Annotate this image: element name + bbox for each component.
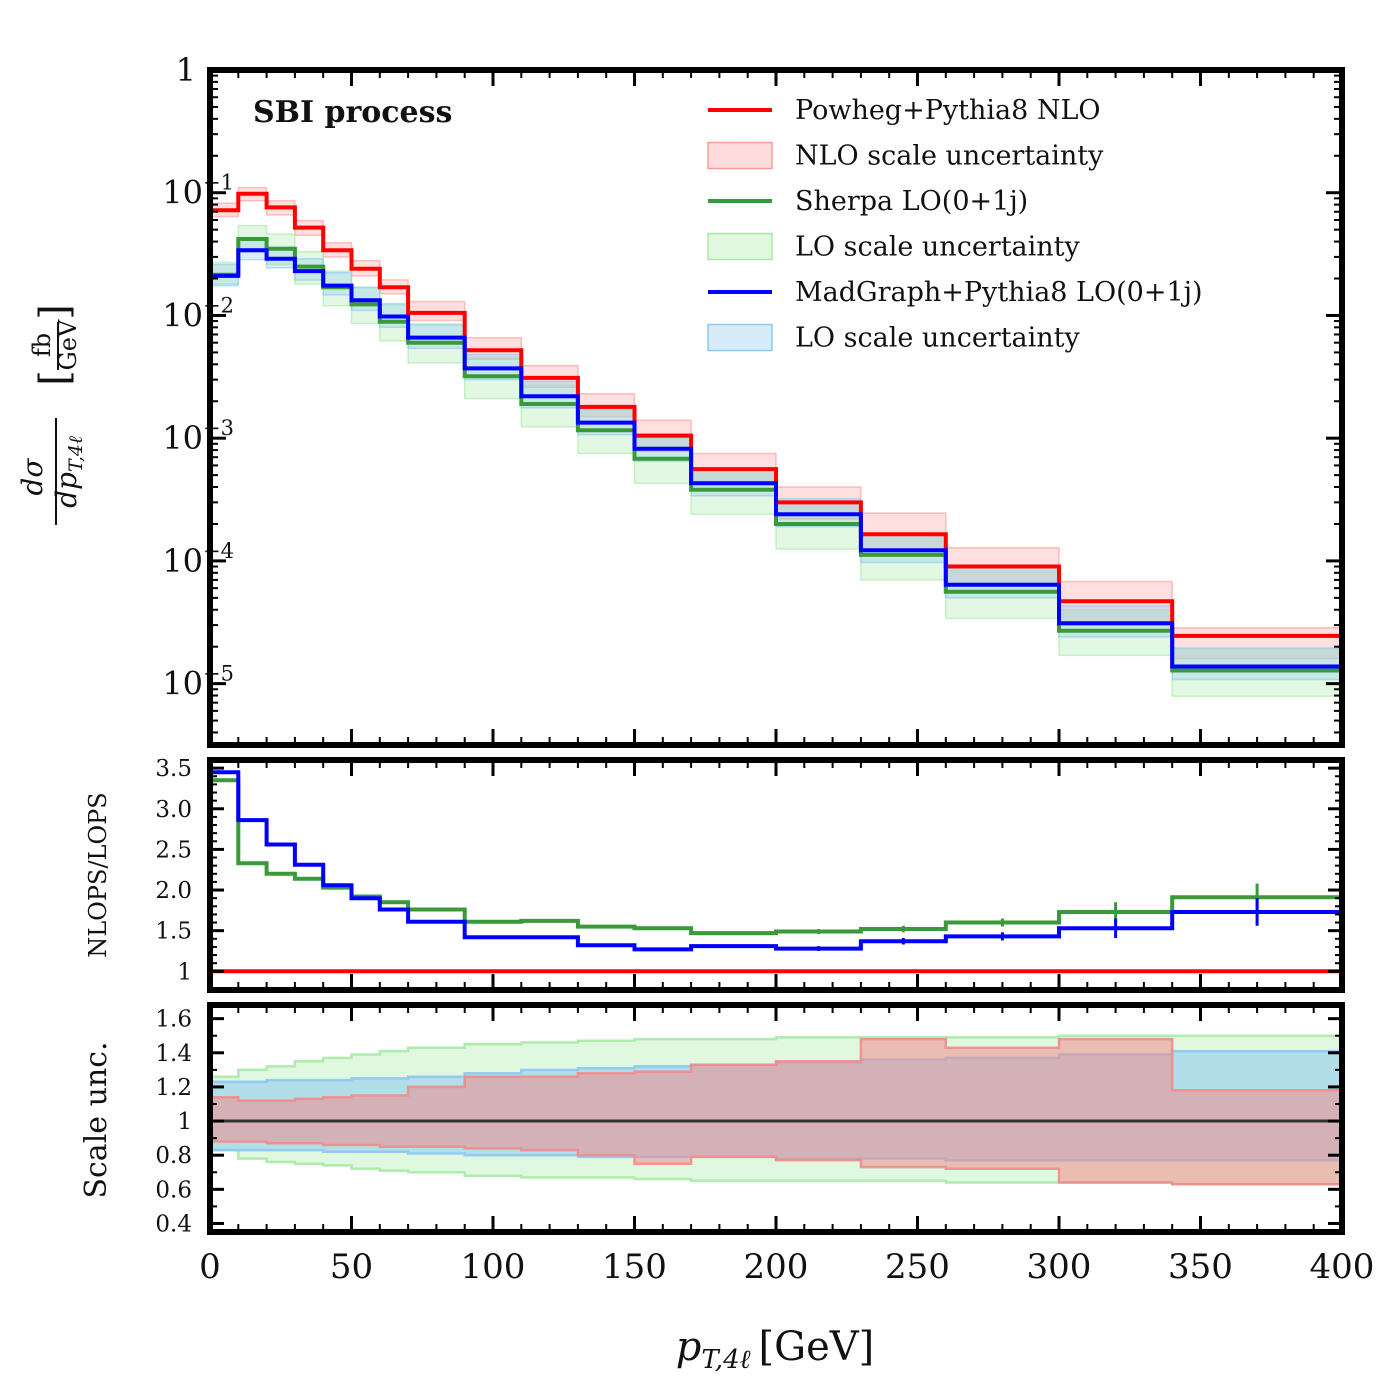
- x-tick-label: 200: [744, 1247, 809, 1287]
- main-y-tick-labels: 110−110−210−310−410−5: [162, 51, 234, 703]
- main-frame: [207, 67, 1345, 748]
- main-ytick-base: 10: [162, 296, 203, 334]
- main-ytick-label: 10−3: [162, 416, 234, 457]
- ratio-lines: [210, 770, 1342, 974]
- main-ytick-label: 10−2: [162, 293, 234, 334]
- ylabel-bracket-open: [: [32, 370, 78, 386]
- legend: Powheg+Pythia8 NLO NLO scale uncertainty S…: [707, 95, 1203, 354]
- legend-band-swatch: [707, 323, 773, 352]
- main-y-axis-label: dσ dpT,4ℓ [ fb GeV ]: [16, 304, 87, 525]
- scale-ytick-label: 0.8: [155, 1143, 192, 1169]
- ratio-y-tick-labels: 1 1.5 2.0 2.5 3.0 3.5: [155, 756, 192, 985]
- ratio-ytick-label: 2.0: [155, 878, 192, 904]
- x-tick-label: 100: [461, 1247, 526, 1287]
- legend-label: NLO scale uncertainty: [795, 141, 1104, 172]
- ratio-ytick-label: 3.0: [155, 797, 192, 823]
- ylabel-unit-den: GeV: [54, 319, 82, 370]
- main-series-0: [210, 191, 1342, 638]
- main-ytick-label: 10−4: [162, 539, 234, 580]
- main-ytick-base: 1: [176, 51, 196, 89]
- scale-ytick-label: 1.2: [155, 1075, 192, 1101]
- ylabel-unit-num: fb: [28, 333, 56, 357]
- scale-y-axis-label: Scale unc.: [79, 1041, 114, 1198]
- x-tick-label: 300: [1027, 1247, 1092, 1287]
- x-tick-labels: 0 50 100 150 200 250 300 350 400: [199, 1247, 1374, 1287]
- ratio-ytick-label: 2.5: [155, 837, 192, 863]
- scale-ytick-label: 0.4: [155, 1211, 192, 1237]
- main-ytick-base: 10: [162, 419, 203, 457]
- x-tick-label: 400: [1310, 1247, 1375, 1287]
- main-ytick-base: 10: [162, 542, 203, 580]
- legend-band-swatch: [707, 232, 773, 261]
- legend-label: Sherpa LO(0+1j): [795, 186, 1028, 217]
- ylabel-den-main: dp: [50, 472, 83, 508]
- main-series-2: [210, 248, 1342, 669]
- scale-ytick-label: 1.6: [155, 1007, 192, 1033]
- x-tick-label: 0: [199, 1247, 221, 1287]
- x-tick-label: 150: [602, 1247, 667, 1287]
- ylabel-bracket-close: ]: [32, 304, 78, 320]
- main-band-0: [209, 186, 1343, 660]
- main-ytick-label: 10−5: [162, 662, 234, 703]
- legend-label: MadGraph+Pythia8 LO(0+1j): [795, 277, 1203, 308]
- ratio-ytick-label: 3.5: [155, 756, 192, 782]
- main-panel: 110−110−210−310−410−5 SBI process Powheg…: [16, 51, 1345, 748]
- ratio-series-2: [210, 770, 1342, 952]
- main-ytick-label: 1: [176, 51, 196, 89]
- ylabel-den: dpT,4ℓ: [50, 436, 87, 508]
- main-lines: [210, 191, 1342, 673]
- ratio-frame: [207, 757, 1345, 993]
- x-axis-label-main: p: [676, 1324, 702, 1370]
- x-tick-label: 350: [1168, 1247, 1233, 1287]
- ratio-ytick-label: 1: [177, 959, 192, 985]
- scale-ytick-label: 1: [177, 1109, 192, 1135]
- ratio-series-1: [210, 778, 1342, 936]
- x-axis-label: pT,4ℓ [GeV]: [676, 1324, 875, 1375]
- scale-frame: [207, 1002, 1345, 1235]
- ylabel-num: dσ: [16, 458, 49, 496]
- main-ytick-base: 10: [162, 665, 203, 703]
- scale-y-tick-labels: 0.4 0.6 0.8 1 1.2 1.4 1.6: [155, 1007, 192, 1238]
- main-ytick-base: 10: [162, 174, 203, 212]
- chart-title: SBI process: [253, 95, 452, 130]
- legend-label: LO scale uncertainty: [795, 323, 1081, 354]
- ratio-panel: 1 1.5 2.0 2.5 3.0 3.5 NLOPS/LOPS: [84, 756, 1345, 993]
- legend-label: LO scale uncertainty: [795, 232, 1081, 263]
- scale-bands: [208, 1034, 1344, 1186]
- x-axis-label-sub: T,4ℓ: [701, 1345, 750, 1375]
- scale-panel: 0.4 0.6 0.8 1 1.2 1.4 1.6 Scale unc.: [79, 1002, 1345, 1238]
- ratio-y-axis-label: NLOPS/LOPS: [84, 792, 112, 958]
- ylabel-den-sub: T,4ℓ: [65, 436, 87, 472]
- scale-ytick-label: 1.4: [155, 1041, 192, 1067]
- legend-band-swatch: [707, 141, 773, 170]
- ratio-ytick-label: 1.5: [155, 919, 192, 945]
- x-axis-label-unit: [GeV]: [759, 1324, 875, 1370]
- x-tick-label: 50: [330, 1247, 373, 1287]
- scale-ytick-label: 0.6: [155, 1177, 192, 1203]
- legend-label: Powheg+Pythia8 NLO: [795, 95, 1101, 126]
- ratio-ticks: [208, 760, 1344, 990]
- x-tick-label: 250: [885, 1247, 950, 1287]
